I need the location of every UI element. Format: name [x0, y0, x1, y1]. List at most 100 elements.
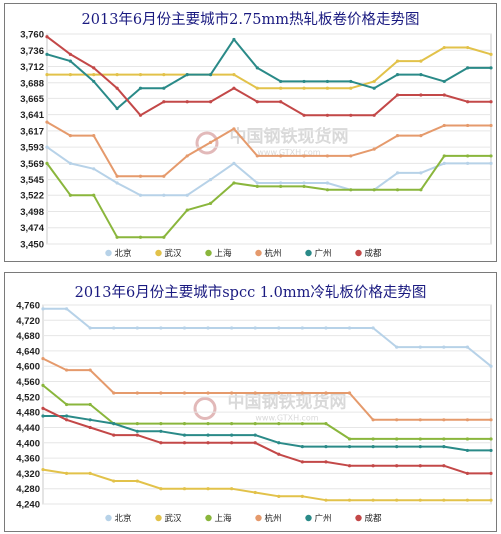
legend-marker-hangzhou [255, 514, 262, 522]
data-point-shanghai [395, 437, 399, 441]
data-point-guangzhou [347, 444, 352, 449]
data-point-guangzhou [300, 444, 304, 449]
data-point-guangzhou [88, 418, 92, 422]
data-point-hangzhou [489, 418, 493, 422]
data-point-guangzhou [208, 73, 213, 77]
data-point-chengdu [135, 433, 139, 437]
y-tick-label: 4,600 [16, 362, 40, 373]
data-point-chengdu [442, 464, 446, 468]
data-point-beijing [325, 181, 330, 185]
plot-area [42, 304, 492, 505]
data-point-hangzhou [253, 391, 257, 395]
data-point-guangzhou [325, 79, 330, 84]
data-point-chengdu [466, 100, 470, 104]
data-point-wuhan [371, 498, 375, 502]
data-point-wuhan [277, 494, 281, 498]
data-point-chengdu [324, 460, 328, 464]
series-line-guangzhou [46, 38, 491, 110]
data-point-beijing [418, 345, 422, 349]
data-point-shanghai [371, 437, 375, 441]
data-point-wuhan [230, 487, 234, 491]
data-point-beijing [442, 161, 446, 165]
data-point-hangzhou [465, 418, 470, 422]
data-point-chengdu [418, 464, 422, 468]
series-line-shanghai [46, 154, 491, 239]
legend-marker-shanghai [205, 249, 212, 257]
legend-label-guangzhou: 广州 [315, 513, 332, 524]
data-point-wuhan [279, 86, 283, 90]
y-tick-label: 3,569 [20, 159, 44, 170]
data-point-hangzhou [347, 391, 352, 395]
data-point-beijing [88, 326, 92, 330]
data-point-beijing [135, 326, 139, 330]
y-tick-label: 3,617 [20, 126, 44, 137]
data-point-wuhan [232, 73, 236, 77]
legend-marker-wuhan [155, 249, 162, 257]
data-point-wuhan [68, 73, 72, 77]
data-point-wuhan [159, 487, 163, 491]
data-point-chengdu [162, 100, 166, 104]
data-point-wuhan [112, 479, 116, 483]
legend-label-shanghai: 上海 [215, 513, 233, 524]
data-point-beijing [442, 345, 446, 349]
data-point-beijing [489, 364, 493, 368]
series-line-beijing [43, 307, 492, 367]
data-point-hangzhou [41, 356, 45, 361]
y-tick-label: 3,688 [20, 78, 44, 89]
data-point-hangzhou [418, 418, 422, 422]
data-point-beijing [279, 181, 283, 185]
data-point-chengdu [232, 86, 236, 90]
data-point-hangzhou [372, 147, 376, 151]
data-point-hangzhou [371, 418, 375, 422]
data-point-shanghai [232, 181, 236, 185]
data-point-wuhan [349, 86, 353, 90]
legend-marker-beijing [105, 514, 112, 522]
data-point-chengdu [112, 433, 116, 437]
data-point-guangzhou [442, 79, 446, 84]
data-point-beijing [159, 326, 163, 330]
data-point-chengdu [92, 66, 96, 70]
data-point-shanghai [92, 193, 96, 197]
data-point-beijing [419, 171, 423, 175]
data-point-chengdu [465, 471, 470, 475]
data-point-guangzhou [489, 66, 493, 70]
y-tick-label: 4,760 [16, 301, 40, 312]
data-point-hangzhou [395, 134, 400, 138]
data-point-chengdu [489, 100, 493, 104]
series-line-hangzhou [46, 121, 491, 178]
data-point-guangzhou [92, 79, 96, 84]
data-point-beijing [112, 326, 116, 330]
data-point-guangzhou [419, 73, 423, 77]
data-point-guangzhou [138, 86, 143, 90]
legend-marker-shanghai [205, 514, 212, 522]
data-point-wuhan [324, 498, 328, 502]
legend-label-beijing: 北京 [115, 248, 132, 259]
y-tick-label: 4,440 [16, 423, 40, 434]
legend-label-wuhan: 武汉 [165, 248, 183, 259]
legend-label-beijing: 北京 [115, 513, 132, 524]
data-point-hangzhou [88, 368, 92, 372]
data-point-wuhan [206, 487, 210, 491]
watermark-logo [193, 397, 217, 420]
data-point-shanghai [442, 437, 446, 441]
legend-marker-chengdu [355, 514, 362, 522]
data-point-shanghai [347, 437, 352, 441]
data-point-wuhan [162, 73, 166, 77]
data-point-guangzhou [489, 448, 493, 453]
watermark-logo [195, 131, 219, 155]
data-point-guangzhou [466, 66, 470, 70]
data-point-shanghai [324, 422, 328, 426]
data-point-guangzhou [135, 429, 139, 433]
data-point-shanghai [208, 201, 213, 205]
data-point-chengdu [489, 471, 493, 475]
y-tick-label: 3,474 [20, 223, 44, 234]
data-point-guangzhou [395, 73, 400, 77]
data-point-shanghai [185, 208, 189, 212]
y-tick-label: 3,545 [20, 175, 44, 186]
data-point-wuhan [395, 498, 399, 502]
data-point-guangzhou [45, 52, 49, 56]
data-point-beijing [185, 193, 189, 197]
legend-label-hangzhou: 杭州 [265, 248, 282, 259]
legend-marker-guangzhou [305, 514, 312, 522]
data-point-beijing [324, 326, 328, 330]
